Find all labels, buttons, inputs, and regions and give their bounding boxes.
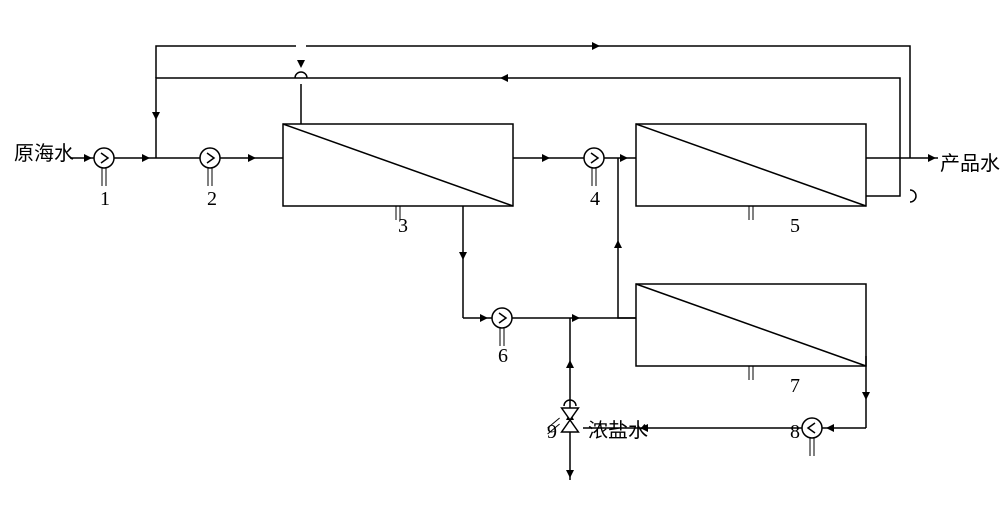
- membrane-m7: [636, 284, 866, 366]
- membrane-modules: [283, 124, 866, 380]
- pump-p2: [200, 148, 220, 186]
- arrow-a_m3_out: [542, 154, 550, 162]
- pipe-m5perm_recycle_b: [156, 46, 296, 78]
- membrane-m5: [636, 124, 866, 206]
- pipe-m5perm_recycle_a: [306, 46, 910, 158]
- label-n9: 9: [547, 421, 557, 443]
- arrow-a_p8_in: [826, 424, 834, 432]
- pump-p1: [94, 148, 114, 186]
- arrow-a_rec_top: [592, 42, 600, 50]
- label-n8: 8: [790, 421, 800, 443]
- arrow-a_m7c_down: [862, 392, 870, 400]
- arrow-a_rec_top2: [297, 60, 305, 68]
- arrow-a_feed_mid: [142, 154, 150, 162]
- label-n7: 7: [790, 375, 800, 397]
- line-hops: [295, 72, 916, 202]
- label-n6: 6: [498, 345, 508, 367]
- label-product: 产品水: [940, 152, 1000, 175]
- label-feed: 原海水: [14, 142, 74, 165]
- arrows: [84, 42, 936, 478]
- arrow-a_rec_m5c: [500, 74, 508, 82]
- arrow-a_p6_in: [480, 314, 488, 322]
- label-n3: 3: [398, 215, 408, 237]
- arrow-a_brine: [566, 470, 574, 478]
- arrow-a_m5_in: [620, 154, 628, 162]
- arrow-a_product: [928, 154, 936, 162]
- hop-icon: [295, 72, 307, 78]
- pumps: [94, 148, 822, 456]
- arrow-a_v9_up: [566, 360, 574, 368]
- label-n1: 1: [100, 188, 110, 210]
- pump-p6: [492, 308, 512, 346]
- arrow-a_feed: [84, 154, 92, 162]
- arrow-a_hp_in: [248, 154, 256, 162]
- pump-p4: [584, 148, 604, 186]
- label-brine: 浓盐水: [588, 419, 648, 442]
- arrow-a_m7p_up: [614, 240, 622, 248]
- labels: 原海水 产品水浓盐水 1 2 3 4 5 6 7 8 9: [14, 142, 1000, 443]
- hop-icon: [910, 190, 916, 202]
- label-n5: 5: [790, 215, 800, 237]
- process-flow-diagram: 原海水 产品水浓盐水 1 2 3 4 5 6 7 8 9: [0, 0, 1000, 516]
- pump-p8: [802, 418, 822, 456]
- pipe-m7perm_up: [618, 158, 636, 318]
- pipes: [70, 46, 938, 480]
- membrane-m3: [283, 124, 513, 206]
- arrow-a_m7_in: [572, 314, 580, 322]
- label-n2: 2: [207, 188, 217, 210]
- arrow-a_m3c_down: [459, 252, 467, 260]
- label-n4: 4: [590, 188, 600, 210]
- arrow-a_rec_m5c_dn: [152, 112, 160, 120]
